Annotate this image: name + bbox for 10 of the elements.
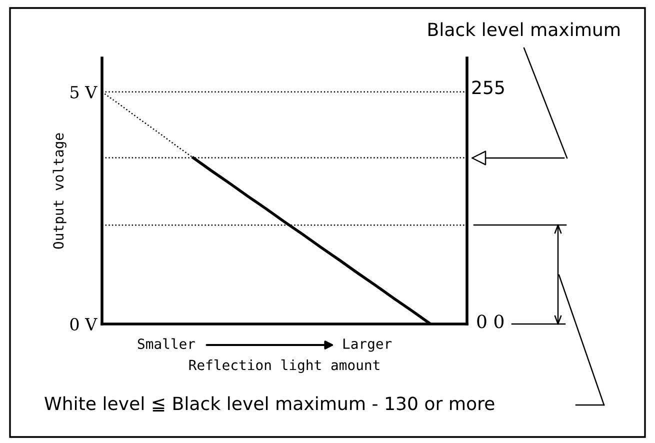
text: White level ≦ Black level maximum - 130 or more xyxy=(44,396,494,412)
y-axis-title: Output voltage xyxy=(52,133,66,249)
x-axis-title: Reflection light amount xyxy=(189,359,380,374)
text: Larger xyxy=(343,338,392,352)
text: Smaller xyxy=(138,338,196,350)
y-tick-label: 0 V xyxy=(70,318,98,331)
text: 0 0 xyxy=(477,314,504,328)
y-tick-label: 5 V xyxy=(70,86,98,98)
text: Black level maximum xyxy=(428,22,620,36)
text: 255 xyxy=(472,80,504,94)
